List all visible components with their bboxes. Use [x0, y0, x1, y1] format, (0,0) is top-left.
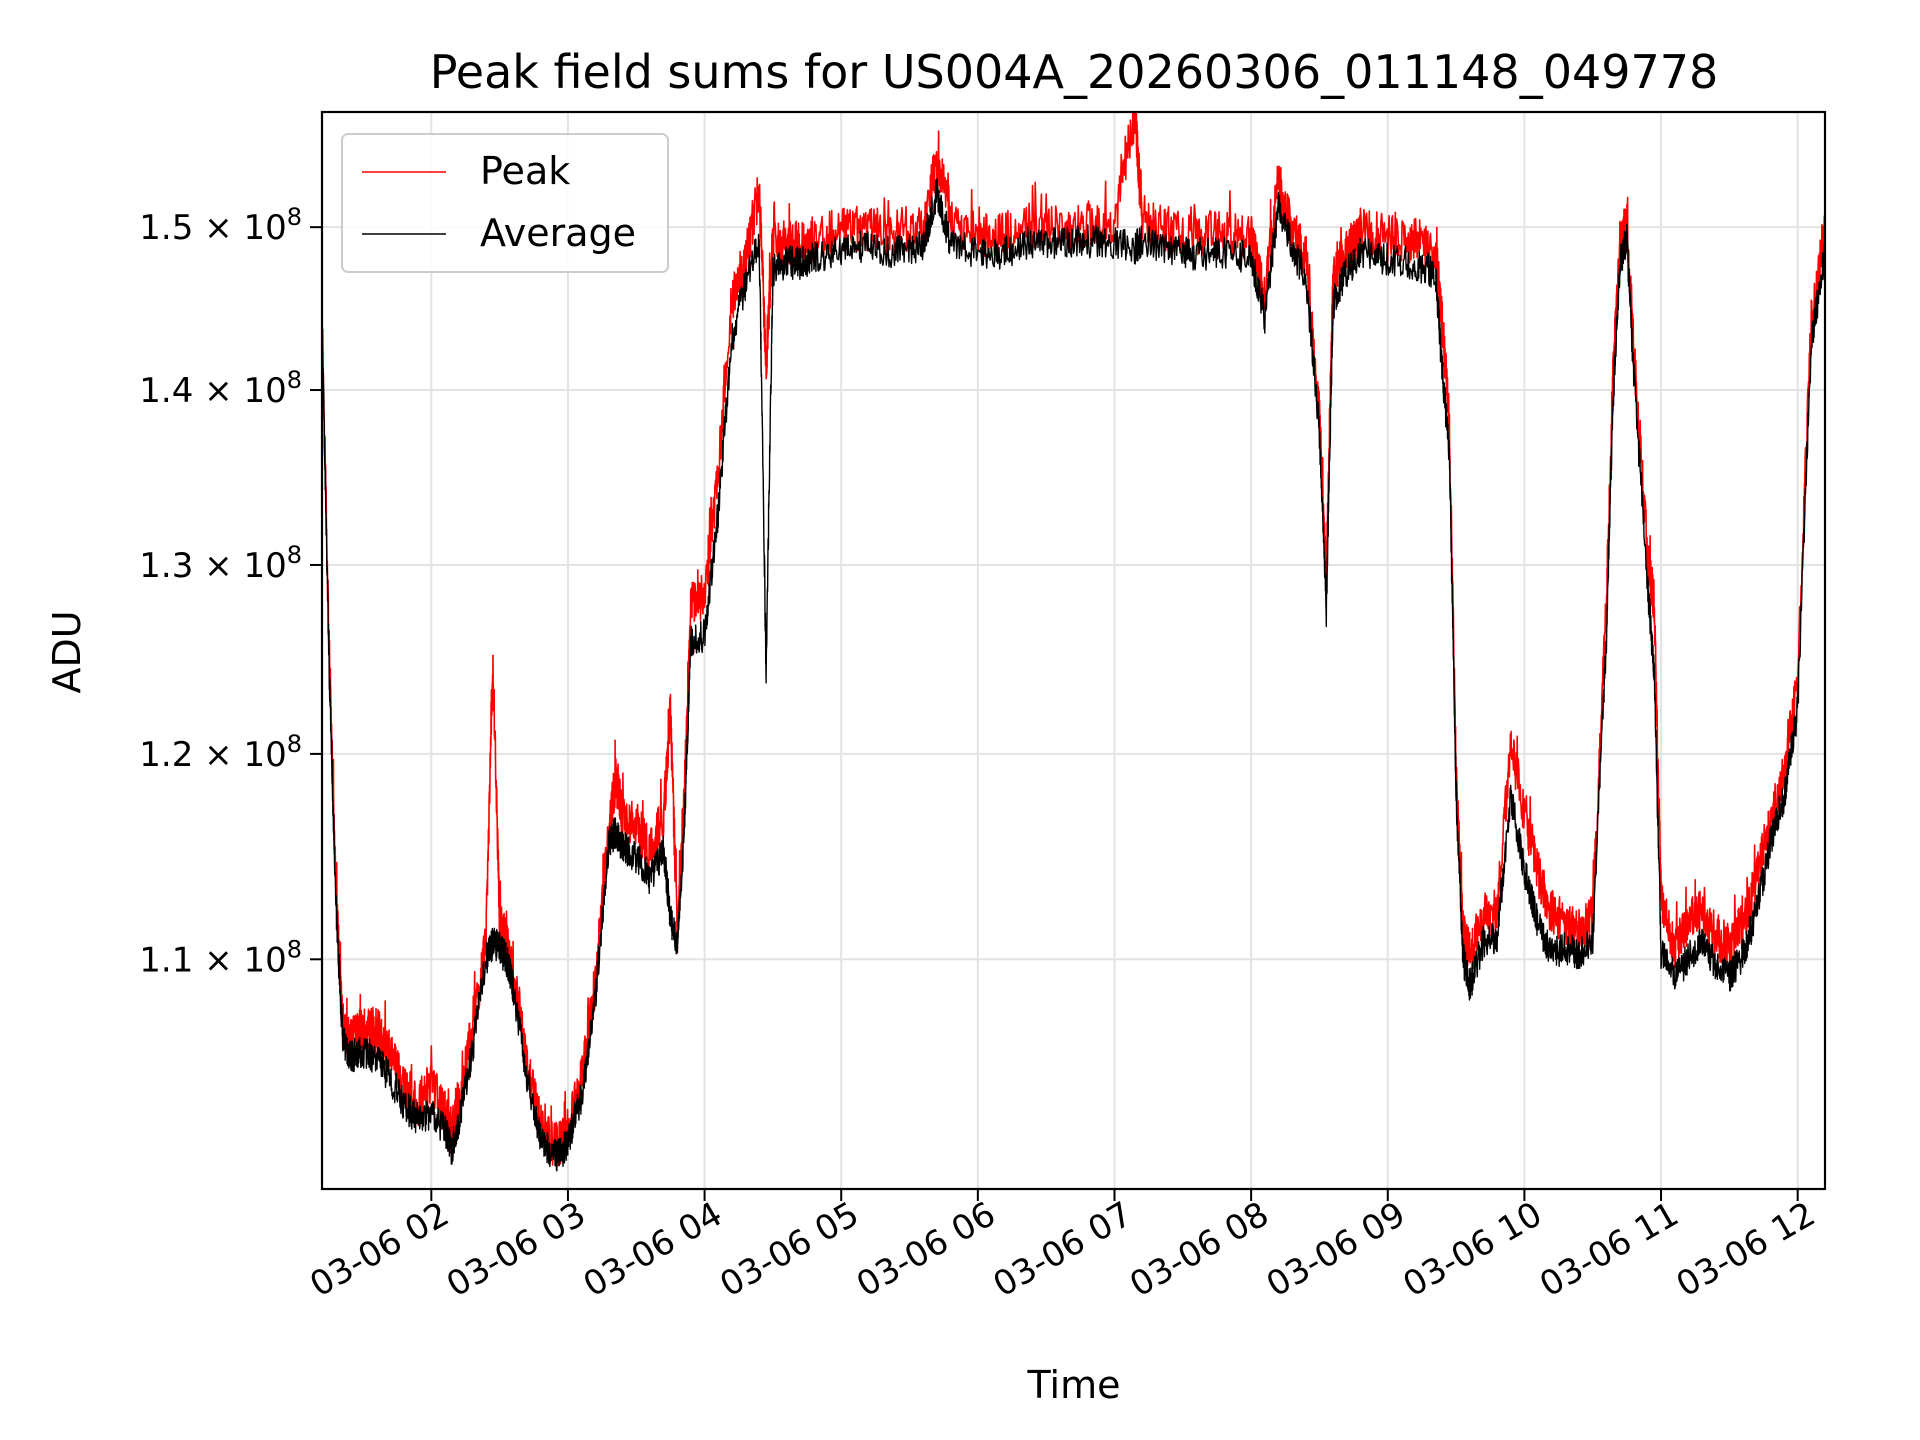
- legend: Peak Average: [341, 133, 669, 273]
- grid: [322, 112, 1825, 1189]
- x-tick-label: 03-06 02: [303, 1194, 455, 1305]
- x-tick-label: 03-06 12: [1670, 1194, 1822, 1305]
- plot-frame: [320, 110, 1827, 1191]
- legend-box: [341, 133, 669, 273]
- y-axis: 1.1 × 108 1.2 × 108 1.3 × 108 1.4 × 108 1.5 …: [139, 203, 322, 980]
- x-tick-label: 03-06 07: [987, 1194, 1139, 1305]
- y-axis-label: ADU: [45, 610, 89, 693]
- x-axis-label: Time: [1027, 1363, 1121, 1407]
- legend-label-average: Average: [480, 211, 636, 255]
- y-tick-label: 1.4 × 108: [139, 366, 302, 411]
- x-tick-label: 03-06 06: [850, 1194, 1002, 1305]
- x-tick-label: 03-06 11: [1533, 1194, 1685, 1305]
- x-tick-label: 03-06 09: [1260, 1194, 1412, 1305]
- y-tick-label: 1.2 × 108: [139, 730, 302, 775]
- series-line-average: [322, 177, 1825, 1172]
- x-tick-label: 03-06 08: [1123, 1194, 1275, 1305]
- series-layer: [322, 112, 1825, 1172]
- x-tick-label: 03-06 10: [1397, 1194, 1549, 1305]
- x-tick-label: 03-06 03: [440, 1194, 592, 1305]
- y-tick-label: 1.5 × 108: [139, 203, 302, 248]
- legend-label-peak: Peak: [480, 149, 570, 193]
- chart-title: Peak field sums for US004A_20260306_0111…: [430, 45, 1719, 99]
- x-tick-label: 03-06 04: [577, 1194, 729, 1305]
- x-tick-label: 03-06 05: [713, 1194, 865, 1305]
- y-tick-label: 1.3 × 108: [139, 541, 302, 586]
- y-tick-label: 1.1 × 108: [139, 935, 302, 980]
